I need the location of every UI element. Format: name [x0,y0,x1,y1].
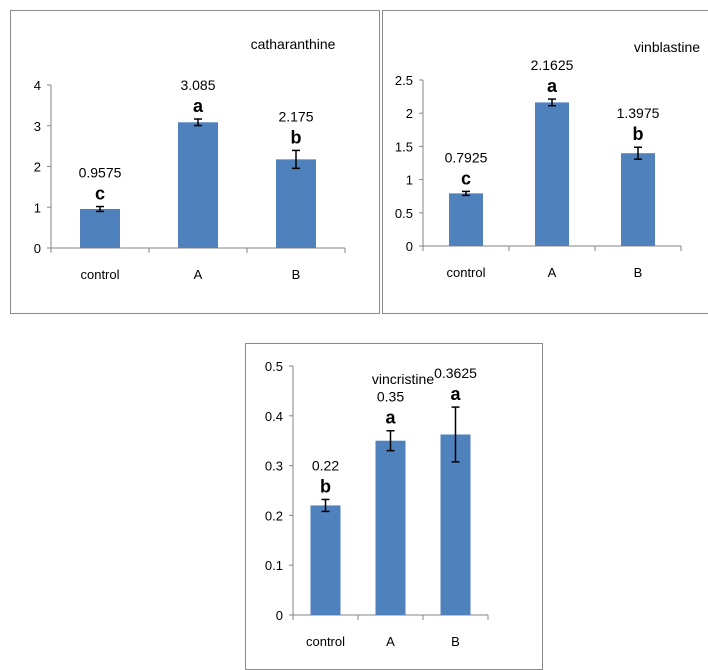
y-tick-label: 0 [276,608,283,623]
bar-a [178,122,218,248]
data-label: 0.7925 [445,149,488,165]
significance-letter: a [547,76,558,96]
chart-svg: vincristine 0 0.1 0.2 0.3 0.4 0.5 b 0.22 control a… [265,359,489,649]
x-tick-label: B [451,634,460,649]
significance-letter: a [385,408,396,428]
bar-control [80,208,120,248]
x-tick-label: control [446,265,485,280]
data-label: 2.175 [278,108,313,124]
data-label: 1.3975 [617,105,660,121]
x-tick-label: B [634,265,643,280]
chart-title: vinblastine [634,39,700,55]
bar-a [535,102,569,246]
x-tick-label: control [306,634,345,649]
y-tick-label: 2.5 [395,73,413,88]
significance-letter: b [320,476,331,496]
y-tick-label: 0.4 [265,409,283,424]
y-tick-label: 0.5 [395,206,413,221]
x-tick-label: A [386,634,395,649]
bar-b [621,153,655,246]
significance-letter: a [193,96,204,116]
chart-title: vincristine [372,371,434,387]
y-tick-label: 1.5 [395,139,413,154]
chart-svg: vinblastine 0 0.5 1 1.5 2 2.5 c 0.7925 control a 2.… [395,39,700,280]
bar-b [276,159,316,248]
data-label: 0.3625 [434,365,477,381]
significance-letter: c [461,168,471,188]
bar-control [449,193,483,246]
chart-panel-vinblastine: vinblastine 0 0.5 1 1.5 2 2.5 c 0.7925 control a 2.… [382,10,708,314]
x-tick-label: control [80,267,119,282]
chart-panel-vincristine: vincristine 0 0.1 0.2 0.3 0.4 0.5 b 0.22 control a… [245,343,543,670]
data-label: 0.35 [377,389,404,405]
bar-a [375,440,406,615]
bar-b [440,434,471,615]
data-label: 0.22 [312,457,339,473]
bar-control [310,505,341,615]
significance-letter: a [450,384,461,404]
data-label: 3.085 [180,77,215,93]
significance-letter: b [291,127,302,147]
y-tick-label: 1 [406,173,413,188]
x-tick-label: A [548,265,557,280]
y-tick-label: 4 [34,78,41,93]
chart-svg: catharanthine 0 1 2 3 4 c 0.9575 control a 3.085 Ab… [34,36,346,282]
y-tick-label: 0.5 [265,359,283,374]
y-tick-label: 0.1 [265,558,283,573]
y-tick-label: 2 [34,160,41,175]
y-tick-label: 1 [34,200,41,215]
y-tick-label: 0.2 [265,508,283,523]
significance-letter: c [95,184,105,204]
x-tick-label: B [292,267,301,282]
significance-letter: b [633,124,644,144]
data-label: 2.1625 [531,57,574,73]
x-tick-label: A [194,267,203,282]
y-tick-label: 0 [406,239,413,254]
y-tick-label: 2 [406,106,413,121]
chart-title: catharanthine [251,36,336,52]
y-tick-label: 3 [34,119,41,134]
y-tick-label: 0 [34,241,41,256]
y-tick-label: 0.3 [265,459,283,474]
data-label: 0.9575 [79,165,122,181]
